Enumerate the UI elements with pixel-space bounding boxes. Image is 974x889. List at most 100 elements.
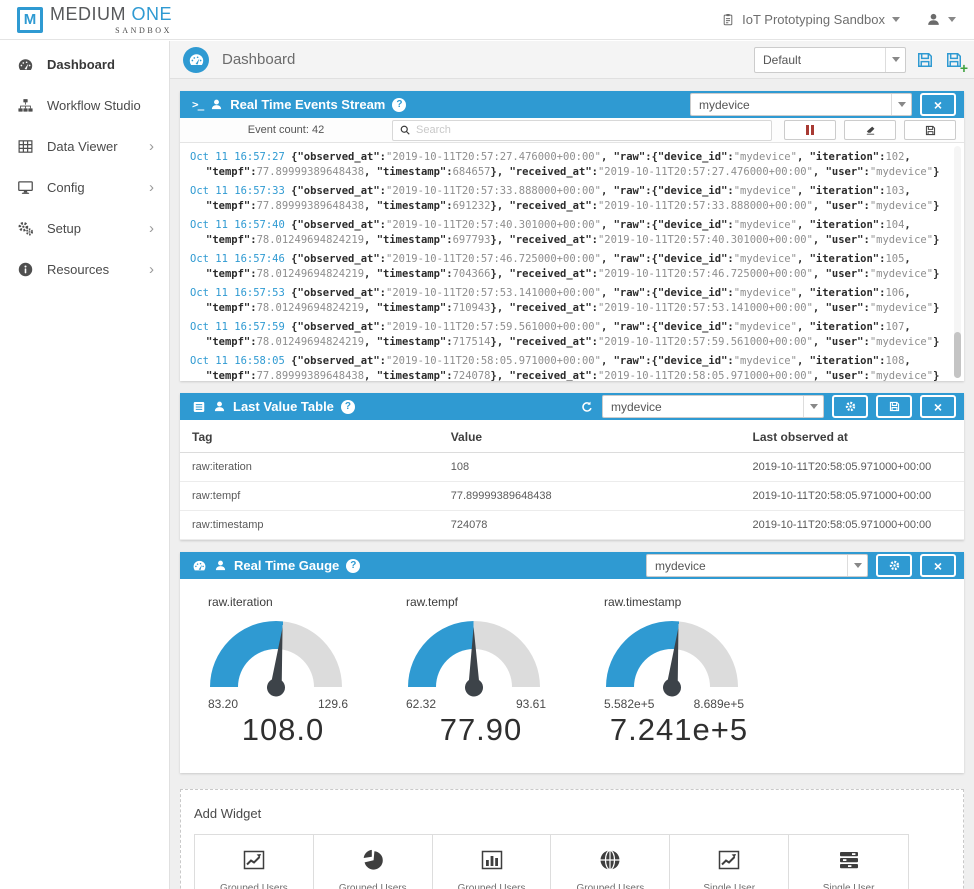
gauge-needle bbox=[267, 626, 285, 696]
clear-stream-button[interactable] bbox=[844, 120, 896, 140]
save-widget-button[interactable] bbox=[876, 395, 912, 418]
stream-device-select[interactable]: mydevice bbox=[690, 93, 912, 116]
scrollbar[interactable] bbox=[954, 146, 961, 378]
widget-type-list: Grouped Users Line Chart Grouped Users P… bbox=[194, 834, 909, 889]
event-log[interactable]: Oct 11 16:57:27 {"observed_at":"2019-10-… bbox=[180, 143, 964, 381]
gauge-raw-timestamp: raw.timestamp 5.582e+5 8.689e+5 7.241e+5 bbox=[604, 595, 802, 748]
select-caret bbox=[885, 47, 905, 72]
gauge-needle bbox=[465, 626, 483, 696]
gauge-min-label: 83.20 bbox=[208, 697, 239, 711]
top-bar: M MEDIUM ONE SANDBOX IoT Prototyping San… bbox=[0, 0, 974, 40]
gauge-label: raw.iteration bbox=[208, 595, 273, 609]
save-as-new-dashboard-button[interactable]: + bbox=[944, 50, 968, 75]
close-widget-button[interactable]: × bbox=[920, 554, 956, 577]
widget-settings-button[interactable] bbox=[832, 395, 868, 418]
gauge-max-label: 129.6 bbox=[317, 697, 348, 711]
real-time-events-stream-widget: >_ Real Time Events Stream ? mydevice × … bbox=[180, 91, 964, 381]
close-widget-button[interactable]: × bbox=[920, 93, 956, 116]
gauge-min-label: 62.32 bbox=[406, 697, 437, 711]
line-chart-icon bbox=[243, 850, 265, 870]
sidebar-item-setup[interactable]: Setup › bbox=[0, 208, 169, 249]
event-log-entry: Oct 11 16:57:59 {"observed_at":"2019-10-… bbox=[190, 321, 940, 348]
pause-icon bbox=[806, 125, 814, 135]
chevron-right-icon: › bbox=[149, 179, 154, 196]
column-header: Last observed at bbox=[740, 420, 964, 453]
logo-m-icon: M bbox=[17, 6, 43, 33]
widget-option-grouped-bar-chart[interactable]: Grouped Users Bar Chart bbox=[433, 835, 552, 889]
widget-settings-button[interactable] bbox=[876, 554, 912, 577]
widget-option-single-cross-filter-chart[interactable]: Single User Cross Filter Chart bbox=[789, 835, 908, 889]
event-log-entry: Oct 11 16:57:40 {"observed_at":"2019-10-… bbox=[190, 219, 940, 246]
stream-search-input[interactable] bbox=[416, 124, 765, 136]
event-log-entry: Oct 11 16:58:05 {"observed_at":"2019-10-… bbox=[190, 355, 940, 381]
dashboard-layout-select[interactable]: Default bbox=[754, 46, 906, 73]
real-time-gauge-widget: Real Time Gauge ? mydevice × raw.iterati… bbox=[180, 552, 964, 773]
gauge-device-select[interactable]: mydevice bbox=[646, 554, 868, 577]
close-widget-button[interactable]: × bbox=[920, 395, 956, 418]
table-device-select[interactable]: mydevice bbox=[602, 395, 824, 418]
plus-icon: + bbox=[959, 59, 968, 76]
gauge-value: 108.0 bbox=[241, 712, 325, 747]
refresh-icon[interactable] bbox=[580, 400, 594, 414]
widget-title: Real Time Events Stream bbox=[230, 97, 386, 112]
gauge-widget-header[interactable]: Real Time Gauge ? mydevice × bbox=[180, 552, 964, 579]
list-icon bbox=[192, 400, 206, 414]
select-caret bbox=[803, 396, 823, 417]
user-icon bbox=[926, 12, 941, 27]
pause-stream-button[interactable] bbox=[784, 120, 836, 140]
save-dashboard-button[interactable] bbox=[915, 50, 935, 70]
sitemap-icon bbox=[17, 97, 34, 114]
widget-option-grouped-geopoint-chart[interactable]: Grouped Users GeoPoint Chart bbox=[551, 835, 671, 889]
cross-filter-icon bbox=[839, 852, 858, 869]
help-icon[interactable]: ? bbox=[392, 97, 407, 112]
table-header-row: Tag Value Last observed at bbox=[180, 420, 964, 453]
user-menu[interactable] bbox=[926, 12, 956, 27]
medium-one-logo: M MEDIUM ONE SANDBOX bbox=[0, 4, 172, 35]
gear-icon bbox=[845, 401, 855, 412]
last-value-table: Tag Value Last observed at raw:iteration… bbox=[180, 420, 964, 540]
sidebar-item-resources[interactable]: Resources › bbox=[0, 249, 169, 290]
org-menu[interactable]: IoT Prototyping Sandbox bbox=[721, 12, 900, 27]
widget-option-grouped-pie-chart[interactable]: Grouped Users Pie Chart bbox=[314, 835, 433, 889]
tachometer-icon bbox=[17, 56, 34, 73]
widget-title: Last Value Table bbox=[233, 399, 334, 414]
table-icon bbox=[17, 138, 34, 155]
table-widget-header[interactable]: Last Value Table ? mydevice bbox=[180, 393, 964, 420]
help-icon[interactable]: ? bbox=[340, 399, 355, 414]
save-stream-button[interactable] bbox=[904, 120, 956, 140]
brand-subtitle: SANDBOX bbox=[115, 26, 173, 35]
gauge-dial bbox=[606, 621, 738, 696]
search-icon bbox=[400, 125, 410, 135]
event-log-entry: Oct 11 16:57:46 {"observed_at":"2019-10-… bbox=[190, 253, 940, 280]
chevron-right-icon: › bbox=[149, 261, 154, 278]
widget-title: Real Time Gauge bbox=[234, 558, 340, 573]
widget-option-single-line-chart[interactable]: Single User Line Chart bbox=[670, 835, 790, 889]
gears-icon bbox=[17, 220, 34, 237]
widget-option-grouped-line-chart[interactable]: Grouped Users Line Chart bbox=[195, 835, 314, 889]
table-row: raw:timestamp 724078 2019-10-11T20:58:05… bbox=[180, 510, 964, 540]
sidebar-item-label: Config bbox=[47, 180, 85, 195]
sidebar-item-dashboard[interactable]: Dashboard bbox=[0, 44, 169, 85]
close-icon: × bbox=[933, 398, 943, 415]
stream-toolbar: Event count: 42 bbox=[180, 118, 964, 143]
gauge-body: raw.iteration 83.20 129.6 108.0 raw.temp… bbox=[180, 579, 964, 773]
sidebar-item-label: Setup bbox=[47, 221, 81, 236]
tachometer-icon bbox=[192, 558, 207, 573]
sidebar-item-workflow-studio[interactable]: Workflow Studio bbox=[0, 85, 169, 126]
close-icon: × bbox=[933, 557, 943, 574]
eraser-icon bbox=[866, 126, 874, 135]
terminal-icon: >_ bbox=[192, 98, 204, 111]
gauge-raw-tempf: raw.tempf 62.32 93.61 77.90 bbox=[406, 595, 604, 748]
help-icon[interactable]: ? bbox=[346, 558, 361, 573]
sidebar-item-data-viewer[interactable]: Data Viewer › bbox=[0, 126, 169, 167]
scrollbar-thumb[interactable] bbox=[954, 332, 961, 378]
stream-device-select-value: mydevice bbox=[699, 97, 750, 112]
sidebar-item-config[interactable]: Config › bbox=[0, 167, 169, 208]
gauge-label: raw.timestamp bbox=[604, 595, 682, 609]
stream-widget-header[interactable]: >_ Real Time Events Stream ? mydevice × bbox=[180, 91, 964, 118]
gauge-raw-iteration: raw.iteration 83.20 129.6 108.0 bbox=[208, 595, 406, 748]
gauge-value: 7.241e+5 bbox=[609, 712, 749, 747]
user-icon bbox=[210, 98, 223, 111]
page-title-bar: Dashboard Default + bbox=[170, 41, 974, 79]
sidebar: Dashboard Workflow Studio Data Viewer › … bbox=[0, 41, 170, 889]
